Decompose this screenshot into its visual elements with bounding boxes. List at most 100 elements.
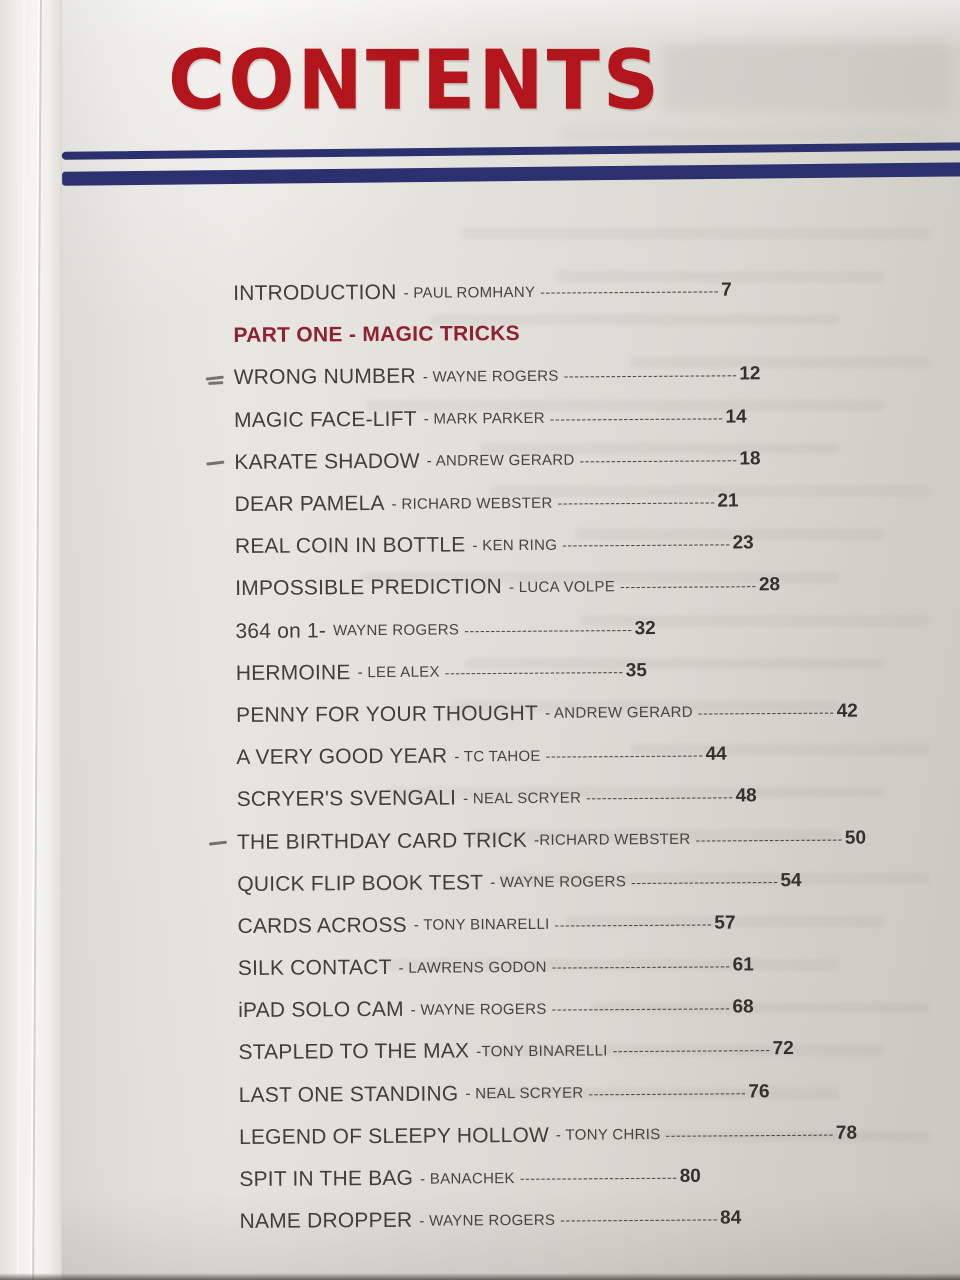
page-seam	[16, 0, 25, 1280]
entry-page-number: 57	[714, 912, 736, 934]
entry-page-number: 32	[634, 617, 656, 639]
divider-rule-thick	[62, 162, 960, 186]
entry-author: - WAYNE ROGERS	[422, 367, 559, 386]
entry-title: HERMOINE	[235, 660, 351, 685]
entry-dash-leader: ----------------------------	[695, 830, 843, 848]
entry-title: iPAD SOLO CAM	[238, 998, 404, 1023]
entry-title: NAME DROPPER	[239, 1208, 413, 1234]
toc-entry: PENNY FOR YOUR THOUGHT - ANDREW GERARD ---…	[236, 690, 865, 737]
entry-page-number: 35	[625, 659, 647, 682]
photo-bottom-edge	[0, 1273, 960, 1280]
toc-entry: IMPOSSIBLE PREDICTION - LUCA VOLPE -------…	[235, 564, 864, 611]
entry-dash-leader: ------------------------------	[560, 1210, 719, 1228]
entry-dash-leader: ------------------------------	[557, 493, 716, 511]
toc-entry: SPIT IN THE BAG - BANACHEK ---------------…	[239, 1155, 868, 1202]
entry-dash-leader: ---------------------------------	[563, 366, 738, 385]
toc-entry: NAME DROPPER - WAYNE ROGERS --------------…	[239, 1197, 868, 1244]
divider-rule-thin	[61, 142, 960, 160]
entry-author: - TONY CHRIS	[555, 1126, 661, 1145]
toc-entry: REAL COIN IN BOTTLE - KEN RING -----------…	[235, 522, 864, 569]
entry-page-number: 72	[772, 1038, 794, 1060]
entry-page-number: 18	[739, 448, 761, 470]
entry-title: CARDS ACROSS	[237, 913, 407, 938]
entry-dash-leader: ------------------------------	[554, 915, 713, 933]
toc-list: INTRODUCTION - PAUL ROMHANY --------------…	[205, 269, 869, 1244]
toc-entry: HERMOINE - LEE ALEX ----------------------…	[236, 648, 865, 695]
entry-page-number: 78	[835, 1122, 858, 1144]
entry-title: REAL COIN IN BOTTLE	[234, 533, 466, 559]
entry-dash-leader: --------------------------------	[665, 1125, 834, 1143]
entry-page-number: 42	[836, 700, 858, 722]
entry-dash-leader: ----------------------------------	[551, 999, 731, 1018]
entry-title: KARATE SHADOW	[234, 449, 420, 474]
entry-title: QUICK FLIP BOOK TEST	[237, 870, 484, 896]
entry-author: - LUCA VOLPE	[508, 578, 616, 596]
entry-author: - TONY BINARELLI	[413, 916, 550, 935]
toc-entry: DEAR PAMELA - RICHARD WEBSTER ------------…	[234, 480, 863, 527]
entry-page-number: 54	[780, 869, 802, 891]
entry-title: 364 on 1-	[235, 618, 327, 643]
entry-dash-leader: ----------------------------	[586, 788, 734, 806]
entry-dash-leader: ------------------------------	[612, 1041, 771, 1059]
entry-author: -RICHARD WEBSTER	[534, 830, 691, 849]
entry-page-number: 14	[725, 406, 747, 428]
entry-dash-leader: ---------------------------------	[549, 409, 724, 427]
entry-title: PENNY FOR YOUR THOUGHT	[236, 701, 539, 727]
entry-title: SILK CONTACT	[237, 956, 392, 981]
toc-entry: WRONG NUMBER - WAYNE ROGERS --------------…	[205, 353, 863, 400]
page-title: CONTENTS	[168, 34, 662, 129]
entry-page-number: 61	[732, 954, 754, 976]
entry-page-number: 7	[721, 279, 732, 301]
toc-entry: SCRYER'S SVENGALI - NEAL SCRYER ----------…	[237, 775, 866, 822]
entry-author: - TC TAHOE	[454, 747, 541, 766]
entry-author: - RICHARD WEBSTER	[391, 494, 553, 513]
entry-title: MAGIC FACE-LIFT	[233, 407, 417, 432]
entry-author: - NEAL SCRYER	[463, 789, 582, 808]
entry-dash-leader: ------------------------------	[545, 746, 704, 764]
part-heading-text: PART ONE - MAGIC TRICKS	[233, 322, 521, 348]
toc-entry: THE BIRTHDAY CARD TRICK -RICHARD WEBSTER -…	[208, 817, 867, 864]
entry-author: - WAYNE ROGERS	[410, 1000, 547, 1019]
toc-entry: QUICK FLIP BOOK TEST - WAYNE ROGERS ------…	[237, 859, 866, 906]
entry-author: - WAYNE ROGERS	[419, 1211, 556, 1230]
toc-entry: LEGEND OF SLEEPY HOLLOW - TONY CHRIS -----…	[239, 1112, 868, 1159]
entry-page-number: 50	[844, 827, 867, 849]
entry-dash-leader: --------------------------------	[464, 620, 633, 638]
entry-author: -TONY BINARELLI	[476, 1042, 608, 1061]
toc-entry: LAST ONE STANDING - NEAL SCRYER ----------…	[239, 1070, 868, 1117]
entry-dash-leader: ------------------------------	[579, 451, 738, 469]
entry-page-number: 80	[679, 1165, 701, 1187]
entry-title: LAST ONE STANDING	[238, 1082, 459, 1107]
entry-title: IMPOSSIBLE PREDICTION	[235, 575, 503, 601]
entry-page-number: 68	[732, 996, 754, 1018]
entry-page-number: 21	[717, 490, 739, 512]
toc-entry: KARATE SHADOW - ANDREW GERARD ------------…	[206, 437, 863, 484]
toc-part-heading: PART ONE - MAGIC TRICKS	[233, 311, 862, 358]
entry-title: SPIT IN THE BAG	[239, 1166, 414, 1192]
entry-author: - BANACHEK	[420, 1169, 515, 1188]
entry-page-number: 76	[748, 1080, 770, 1103]
entry-title: LEGEND OF SLEEPY HOLLOW	[238, 1123, 550, 1149]
toc-entry: MAGIC FACE-LIFT - MARK PARKER ------------…	[234, 395, 863, 442]
entry-author: - ANDREW GERARD	[426, 451, 575, 470]
entry-dash-leader: ----------------------------	[631, 872, 779, 890]
entry-dash-leader: ----------------------------------	[444, 663, 624, 681]
entry-author: - PAUL ROMHANY	[403, 283, 536, 302]
entry-page-number: 44	[705, 743, 727, 765]
entry-author: - LEE ALEX	[357, 663, 440, 682]
toc-entry: STAPLED TO THE MAX -TONY BINARELLI -------…	[238, 1028, 867, 1075]
entry-author: WAYNE ROGERS	[332, 621, 460, 640]
entry-page-number: 12	[739, 363, 761, 385]
toc-entry: CARDS ACROSS - TONY BINARELLI ------------…	[237, 901, 866, 948]
entry-title: A VERY GOOD YEAR	[236, 744, 448, 770]
entry-author: - KEN RING	[472, 536, 558, 555]
entry-author: - ANDREW GERARD	[544, 704, 693, 723]
entry-page-number: 48	[735, 785, 757, 807]
entry-title: INTRODUCTION	[233, 280, 397, 306]
entry-dash-leader: ----------------------------------	[540, 282, 720, 300]
entry-dash-leader: --------------------------------	[562, 535, 731, 553]
entry-author: - LAWRENS GODON	[398, 958, 547, 977]
entry-dash-leader: --------------------------	[620, 577, 757, 595]
entry-dash-leader: ----------------------------------	[551, 957, 731, 975]
